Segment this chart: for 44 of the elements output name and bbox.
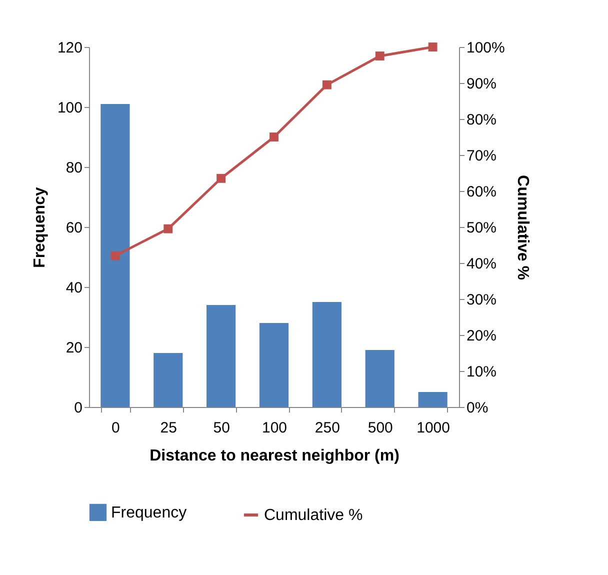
point: [216, 174, 226, 183]
y2-tick-label: 60%: [466, 184, 497, 200]
x-tick-label: 25: [160, 420, 177, 436]
y2-tick-label: 70%: [466, 148, 497, 164]
point: [164, 224, 173, 234]
legend-label: Frequency: [111, 504, 187, 522]
y2-tick-label: 80%: [466, 112, 497, 128]
bar: [100, 104, 130, 407]
y2-axis-title: Cumulative %: [514, 175, 531, 280]
point: [375, 52, 384, 60]
y2-tick-label: 20%: [466, 328, 497, 344]
legend-label: Cumulative %: [264, 507, 363, 524]
y2-tick-label: 50%: [466, 220, 497, 236]
y2-tick-label: 30%: [466, 292, 497, 308]
y2-tick-label: 90%: [466, 76, 497, 92]
bar: [259, 323, 289, 407]
y-axis-title: Frequency: [31, 186, 48, 268]
y2-tick-label: 40%: [466, 256, 497, 272]
x-tick-label: 50: [213, 420, 230, 436]
y-tick-label: 80: [66, 160, 82, 176]
x-tick-label: 0: [112, 420, 120, 436]
bar: [206, 305, 236, 407]
point: [428, 42, 438, 52]
x-tick-label: 500: [368, 420, 393, 436]
y-tick-label: 20: [66, 340, 82, 356]
y-tick-label: 60: [66, 220, 82, 236]
y-tick-label: 40: [66, 280, 82, 296]
y2-tick-label: 10%: [466, 364, 497, 380]
x-tick-label: 100: [262, 420, 288, 436]
y2-tick-label: 100%: [466, 40, 505, 56]
y-tick-label: 100: [57, 100, 82, 116]
point: [270, 132, 278, 142]
point: [322, 80, 332, 90]
bar: [312, 302, 342, 407]
y-tick-label: 0: [74, 400, 82, 416]
x-tick-label: 250: [314, 420, 340, 436]
x-axis-title: Distance to nearest neighbor (m): [150, 448, 400, 464]
bar: [418, 392, 448, 407]
y2-tick-label: 0%: [466, 400, 488, 416]
y-tick-label: 120: [57, 40, 82, 56]
x-tick-label: 1000: [416, 420, 450, 436]
bar: [365, 350, 394, 407]
point: [110, 251, 120, 260]
bar: [154, 353, 183, 407]
